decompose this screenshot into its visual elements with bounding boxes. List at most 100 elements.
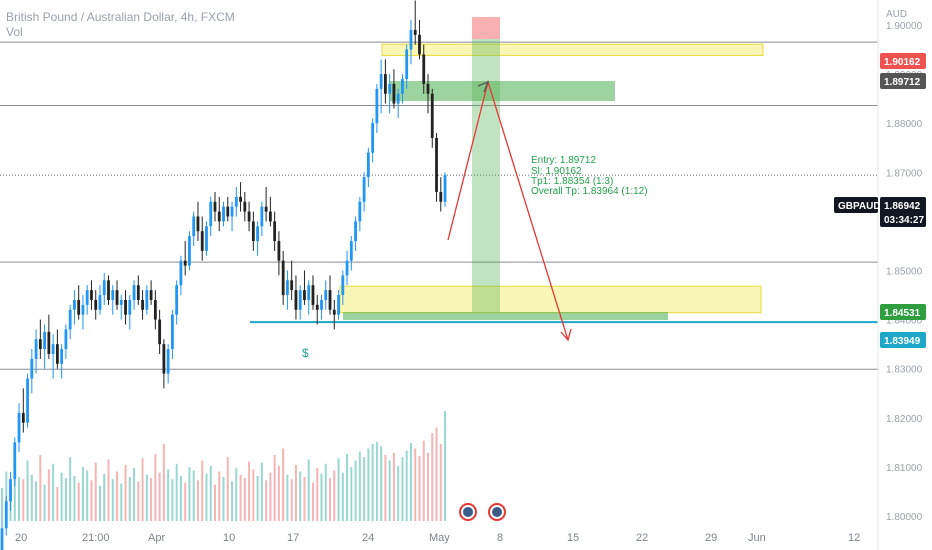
- candle-body: [354, 221, 357, 242]
- x-tick-label: 12: [848, 532, 860, 544]
- y-tick-label: 1.88000: [886, 119, 923, 130]
- volume-bar: [81, 467, 84, 521]
- candle-body: [384, 74, 387, 94]
- volume-bar: [154, 453, 157, 521]
- volume-bar: [418, 456, 421, 521]
- volume-bar: [128, 477, 131, 521]
- volume-bar: [52, 463, 55, 521]
- volume-bar: [341, 472, 344, 521]
- volume-bar: [405, 450, 408, 521]
- candle-body: [311, 285, 315, 305]
- candle-body: [273, 221, 277, 242]
- volume-bar: [290, 479, 293, 521]
- volume-bar: [162, 444, 165, 521]
- volume-bar: [1, 488, 3, 521]
- volume-bar: [265, 480, 268, 521]
- candle-body: [81, 304, 85, 315]
- volume-label: Vol: [6, 25, 23, 39]
- volume-bar: [333, 470, 336, 521]
- candle-body: [85, 290, 89, 305]
- volume-bar: [64, 478, 67, 521]
- candle-body: [119, 299, 123, 305]
- volume-bar: [201, 460, 204, 521]
- entry-zone-bar: [390, 81, 615, 101]
- candle-body: [115, 290, 119, 305]
- volume-bar: [141, 458, 144, 521]
- candle-body: [396, 93, 400, 104]
- volume-bar: [90, 480, 93, 521]
- candle-body: [230, 206, 234, 217]
- x-tick-label: 22: [636, 532, 648, 544]
- candle-body: [77, 299, 81, 315]
- candle-body: [405, 49, 409, 80]
- candle-body: [443, 175, 447, 202]
- volume-bar: [5, 471, 8, 521]
- candle-body: [9, 479, 12, 502]
- x-tick-label: 15: [567, 532, 579, 544]
- candle-body: [205, 226, 208, 251]
- candle-body: [401, 79, 404, 94]
- candle-body: [171, 314, 174, 350]
- volume-bar: [214, 484, 216, 521]
- candle-body: [418, 34, 421, 55]
- stop-loss-box: [472, 17, 500, 40]
- volume-bar: [277, 466, 280, 521]
- candle-body: [166, 349, 170, 374]
- candle-body: [251, 221, 255, 242]
- candle-body: [183, 260, 187, 266]
- volume-bar: [158, 472, 161, 521]
- volume-bar: [324, 463, 327, 521]
- volume-bar: [22, 479, 25, 521]
- candle-body: [192, 216, 196, 237]
- volume-bar: [60, 472, 63, 521]
- candle-body: [217, 211, 221, 222]
- y-tick-label: 1.83000: [886, 365, 923, 376]
- candle-body: [111, 290, 115, 300]
- volume-bar: [43, 484, 46, 521]
- x-tick-label: 24: [362, 532, 374, 544]
- volume-bar: [39, 455, 42, 521]
- candle-body: [426, 83, 430, 94]
- volume-bar: [422, 440, 425, 521]
- stop-price-tag-bg: [880, 53, 926, 69]
- candle-body: [268, 211, 272, 222]
- candle-body: [200, 231, 204, 251]
- candle-body: [162, 344, 166, 374]
- candle-body: [68, 309, 72, 330]
- candle-body: [439, 191, 443, 202]
- volume-bar: [98, 485, 101, 521]
- dollar-marker: $: [302, 346, 309, 360]
- volume-bar: [107, 459, 110, 521]
- candle-body: [128, 299, 132, 315]
- candle-body: [349, 241, 353, 261]
- volume-bar: [116, 471, 119, 521]
- candle-body: [320, 299, 323, 310]
- volume-bar: [179, 475, 182, 521]
- volume-bar: [414, 448, 417, 521]
- candle-body: [34, 339, 38, 359]
- volume-bar: [256, 475, 259, 521]
- tp1-price-tag-bg: [880, 304, 926, 320]
- horizontal-lines: [0, 41, 878, 370]
- volume-bar: [120, 483, 123, 521]
- candle-body: [315, 304, 319, 310]
- volume-bar: [380, 446, 383, 521]
- volume-bar: [409, 442, 412, 521]
- candle-body: [388, 83, 392, 94]
- x-tick-label: 21:00: [82, 532, 110, 544]
- candle-body: [102, 280, 106, 296]
- candle-body: [124, 299, 127, 315]
- volume-bar: [444, 411, 447, 521]
- volume-bar: [311, 482, 314, 521]
- candle-body: [290, 280, 294, 291]
- candle-body: [435, 137, 438, 192]
- candle-body: [324, 290, 328, 300]
- candle-body: [213, 201, 217, 212]
- candle-body: [21, 412, 25, 423]
- x-tick-label: May: [429, 532, 450, 544]
- candle-body: [286, 280, 289, 296]
- trade-note-tp1: Tp1: 1.88354 (1:3): [531, 176, 613, 187]
- volume-bar: [235, 468, 238, 521]
- stop-price-tag: 1.90162: [884, 57, 921, 68]
